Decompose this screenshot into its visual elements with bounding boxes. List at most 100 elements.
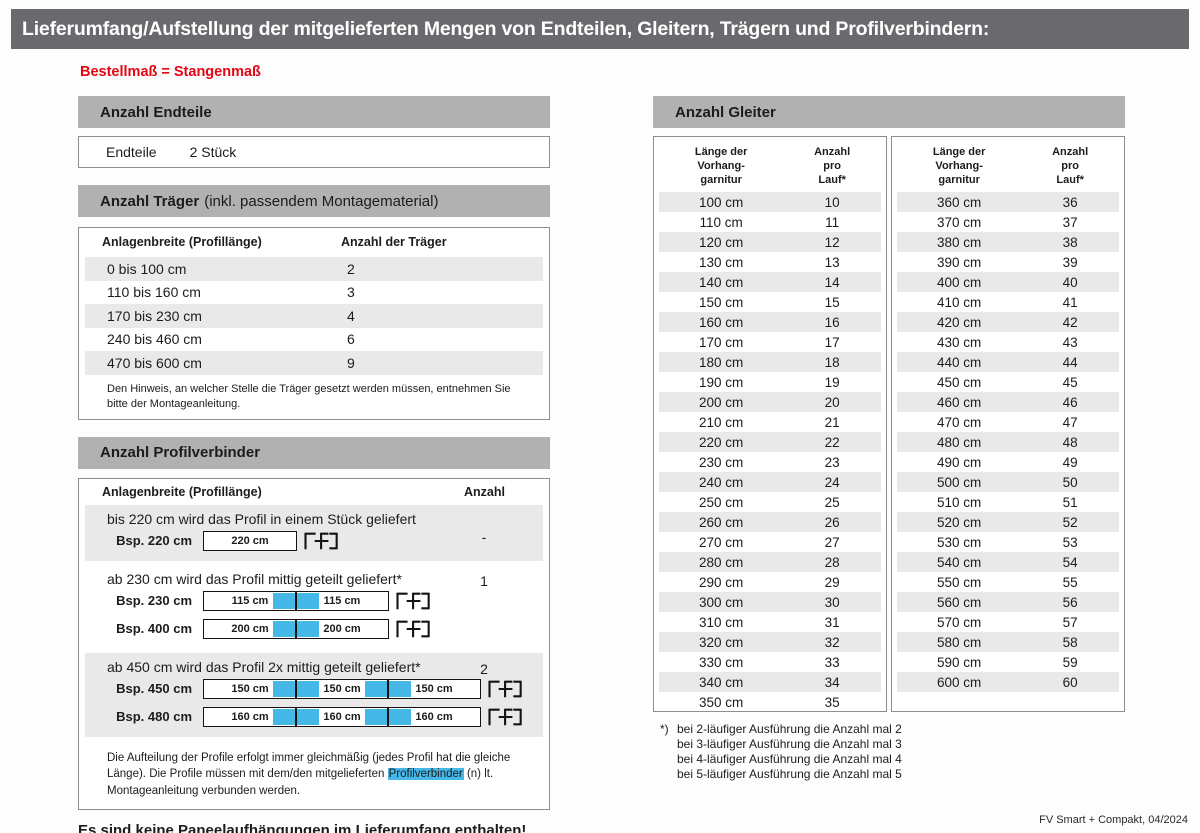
segment-length-label: 115 cm — [323, 594, 361, 607]
highlighted-term: Profilverbinder — [387, 768, 464, 781]
page-title: Lieferumfang/Aufstellung der mitgeliefer… — [22, 17, 990, 40]
length-value: 330 cm — [699, 654, 744, 670]
section-subtitle: (inkl. passendem Montagematerial) — [204, 192, 439, 210]
table-row: 150 cm 15 — [659, 292, 881, 312]
profile-bar: 115 cm 115 cm — [203, 590, 389, 611]
profile-end-bracket-icon — [302, 530, 342, 552]
length-value: 300 cm — [699, 594, 744, 610]
traeger-count-value: 6 — [347, 331, 355, 348]
count-value: 28 — [824, 554, 840, 570]
profile-segment: 150 cm — [296, 679, 411, 698]
count-value: 30 — [824, 594, 840, 610]
length-value: 470 cm — [937, 414, 982, 430]
table-row: 410 cm 41 — [897, 292, 1119, 312]
count-value: 27 — [824, 534, 840, 550]
table-row: 200 cm 20 — [659, 392, 881, 413]
footnote-line: bei 3-läufiger Ausführung die Anzahl mal… — [660, 737, 1125, 752]
length-value: 510 cm — [937, 494, 982, 510]
section-header-gleiter: Anzahl Gleiter — [653, 96, 1125, 128]
traeger-table-header: Anlagenbreite (Profillänge) Anzahl der T… — [85, 235, 543, 257]
width-range-value: 110 bis 160 cm — [107, 284, 201, 301]
length-value: 260 cm — [699, 514, 744, 530]
count-value: 35 — [824, 694, 840, 710]
section-header-profilverbinder: Anzahl Profilverbinder — [78, 436, 550, 469]
profilverbinder-block: ab 450 cm wird das Profil 2x mittig gete… — [85, 652, 543, 737]
table-row: 140 cm 14 — [659, 272, 881, 293]
table-row: 230 cm 23 — [659, 452, 881, 472]
count-value: 46 — [1062, 394, 1078, 410]
table-row: 240 cm 24 — [659, 472, 881, 493]
profile-bar: 150 cm 150 cm 150 cm — [203, 678, 481, 699]
delivery-rule-text: ab 230 cm wird das Profil mittig geteilt… — [107, 570, 402, 587]
gleiter-rows-right: 360 cm 36 370 cm 37 380 cm 38 390 cm 39 400 cm 40… — [897, 192, 1119, 693]
length-value: 210 cm — [699, 414, 744, 430]
footnote-text: bei 3-läufiger Ausführung die Anzahl mal… — [677, 737, 902, 751]
profile-connector — [365, 707, 411, 726]
delivery-rule-text: bis 220 cm wird das Profil in einem Stüc… — [107, 510, 416, 527]
footnote-line: bei 4-läufiger Ausführung die Anzahl mal… — [660, 752, 1125, 767]
length-value: 310 cm — [699, 614, 744, 630]
column-header-count: Anzahl pro Lauf* — [814, 146, 851, 187]
table-row: 430 cm 43 — [897, 332, 1119, 352]
gleiter-table-right: Länge der Vorhang-garnitur Anzahl pro Lauf*… — [891, 136, 1125, 712]
count-value: 49 — [1062, 454, 1078, 470]
table-row: 490 cm 49 — [897, 452, 1119, 472]
profile-diagram: Bsp. 400 cm 200 cm 200 cm — [85, 617, 543, 641]
length-value: 540 cm — [937, 554, 982, 570]
length-value: 270 cm — [699, 534, 744, 550]
footnote-text: bei 2-läufiger Ausführung die Anzahl mal… — [677, 722, 902, 736]
count-value: 48 — [1062, 434, 1078, 450]
count-value: 20 — [824, 394, 840, 410]
profile-segment: 160 cm — [296, 707, 411, 726]
count-value: 60 — [1062, 674, 1078, 690]
table-row: 170 bis 230 cm 4 — [85, 304, 543, 328]
length-value: 360 cm — [937, 194, 982, 210]
traeger-count-value: 9 — [347, 354, 355, 371]
profile-segment: 200 cm — [296, 620, 388, 638]
count-value: 44 — [1062, 354, 1078, 370]
table-row: 450 cm 45 — [897, 372, 1119, 392]
table-row: 190 cm 19 — [659, 372, 881, 392]
count-value: 11 — [825, 214, 840, 230]
section-title: Anzahl Gleiter — [675, 103, 776, 121]
length-value: 120 cm — [699, 234, 744, 250]
table-row: 170 cm 17 — [659, 332, 881, 352]
count-value: 19 — [824, 374, 840, 390]
column-header-length: Länge der Vorhang-garnitur — [694, 146, 748, 187]
table-row: 270 cm 27 — [659, 532, 881, 552]
section-title: Anzahl Endteile — [100, 103, 212, 121]
connector-count-value: 1 — [480, 572, 488, 589]
profile-end-bracket-icon — [394, 618, 434, 640]
count-value: 18 — [824, 354, 840, 370]
width-range-value: 240 bis 460 cm — [107, 331, 202, 348]
table-row: 400 cm 40 — [897, 272, 1119, 293]
count-value: 23 — [824, 454, 840, 470]
table-row: 290 cm 29 — [659, 572, 881, 592]
length-value: 240 cm — [699, 474, 744, 490]
profile-connector — [273, 679, 319, 698]
column-header-width: Anlagenbreite (Profillänge) — [102, 484, 262, 499]
gleiter-tables: Länge der Vorhang-garnitur Anzahl pro Lauf*… — [653, 136, 1125, 712]
endteile-box: Endteile 2 Stück — [78, 136, 550, 168]
length-value: 130 cm — [699, 254, 744, 270]
segment-length-label: 150 cm — [231, 682, 269, 695]
profilverbinder-table: Anlagenbreite (Profillänge) Anzahl bis 2… — [78, 477, 550, 810]
count-value: 12 — [824, 234, 840, 250]
profile-segment: 160 cm — [388, 708, 480, 726]
table-row: 280 cm 28 — [659, 552, 881, 573]
gleiter-table-header: Länge der Vorhang-garnitur Anzahl pro Lauf* — [659, 145, 881, 187]
profile-segment: 115 cm — [296, 592, 388, 610]
count-value: 38 — [1062, 234, 1078, 250]
profilverbinder-block: ab 230 cm wird das Profil mittig geteilt… — [85, 565, 543, 649]
length-value: 320 cm — [699, 634, 744, 650]
count-value: 16 — [824, 314, 840, 330]
connector-count-value: 2 — [480, 660, 488, 677]
example-label: Bsp. 220 cm — [116, 533, 192, 549]
length-value: 180 cm — [699, 354, 744, 370]
footnote-marker: *) — [660, 722, 669, 736]
length-value: 460 cm — [937, 394, 982, 410]
count-value: 59 — [1062, 654, 1078, 670]
count-value: 26 — [824, 514, 840, 530]
count-value: 25 — [824, 494, 840, 510]
